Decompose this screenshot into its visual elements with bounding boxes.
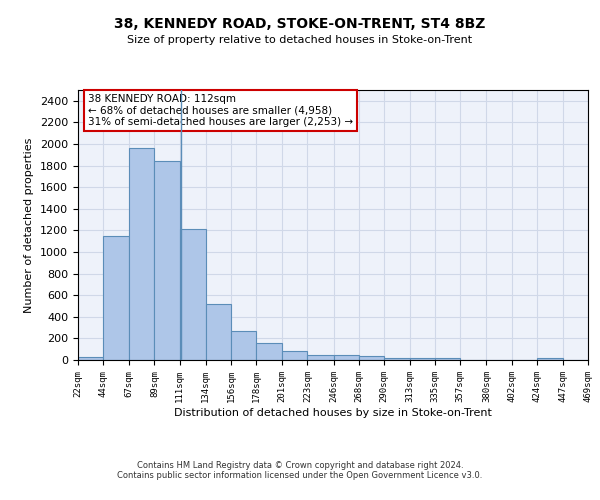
Bar: [103, 236, 130, 360]
Y-axis label: Number of detached properties: Number of detached properties: [25, 138, 34, 312]
Bar: [334, 355, 359, 360]
Bar: [282, 352, 307, 360]
Bar: [130, 148, 154, 360]
Bar: [307, 354, 334, 360]
Bar: [435, 358, 460, 360]
Bar: [384, 358, 410, 360]
Bar: [231, 332, 256, 360]
Bar: [206, 304, 231, 360]
Text: 38, KENNEDY ROAD, STOKE-ON-TRENT, ST4 8BZ: 38, KENNEDY ROAD, STOKE-ON-TRENT, ST4 8B…: [115, 18, 485, 32]
Bar: [256, 344, 282, 360]
Text: 38 KENNEDY ROAD: 112sqm
← 68% of detached houses are smaller (4,958)
31% of semi: 38 KENNEDY ROAD: 112sqm ← 68% of detache…: [88, 94, 353, 127]
Bar: [410, 358, 435, 360]
Bar: [78, 357, 103, 360]
Text: Size of property relative to detached houses in Stoke-on-Trent: Size of property relative to detached ho…: [127, 35, 473, 45]
Bar: [536, 358, 563, 360]
Text: Contains HM Land Registry data © Crown copyright and database right 2024.
Contai: Contains HM Land Registry data © Crown c…: [118, 460, 482, 480]
Bar: [179, 230, 206, 360]
Bar: [154, 162, 179, 360]
Bar: [359, 356, 384, 360]
X-axis label: Distribution of detached houses by size in Stoke-on-Trent: Distribution of detached houses by size …: [174, 408, 492, 418]
